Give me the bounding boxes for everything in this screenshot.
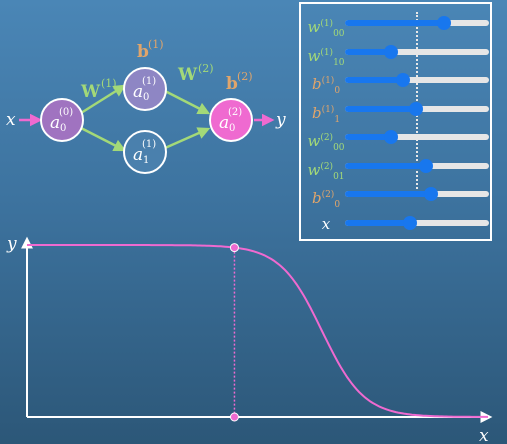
edge-input-to-hidden-1 [80,126,127,152]
slider-label-5: w(2)01 [307,160,345,182]
parameter-slider-panel: w(1)00 w(1)10 b(1)0 b(1)1 w(2)00 w(2)01 b(2)0 x [299,2,492,241]
slider-thumb-3[interactable] [408,101,423,116]
svg-text:W: W [80,82,101,102]
slider-thumb-4[interactable] [384,130,399,144]
svg-text:0: 0 [143,92,149,103]
node-a0-2: a 0 (2) [209,98,253,142]
slider-thumb-5[interactable] [418,158,433,173]
slider-row-7: x [301,210,490,238]
x-axis-marker-point[interactable] [229,412,239,422]
edge-hidden-1-to-output [164,127,211,150]
slider-row-4: w(2)00 [301,124,490,153]
label-b2: b (2) [226,70,253,94]
label-W2: W (2) [177,62,214,85]
slider-track-1[interactable] [345,48,489,55]
svg-text:(1): (1) [142,76,156,87]
slider-track-5[interactable] [345,162,489,169]
edge-input-to-hidden-0 [80,84,127,115]
slider-row-2: b(1)0 [301,67,490,96]
label-W1: W (1) [80,77,117,102]
y-axis-label: y [6,234,17,254]
node-a0-0: a 0 (0) [40,98,84,142]
slider-thumb-0[interactable] [437,16,452,30]
slider-thumb-6[interactable] [424,187,439,201]
output-curve [27,244,488,418]
slider-label-2: b(1)0 [311,75,341,96]
svg-text:(1): (1) [142,139,156,150]
edge-hidden-0-to-output [164,89,211,115]
node-a1-1: a 1 (1) [123,130,167,174]
slider-row-6: b(2)0 [301,181,490,210]
slider-fill-7 [345,219,410,226]
slider-label-6: b(2)0 [311,189,341,210]
svg-text:a: a [219,113,229,133]
slider-fill-3 [345,105,416,112]
slider-fill-2 [345,77,403,83]
slider-track-2[interactable] [345,77,489,83]
output-plot: y x [6,234,493,444]
slider-label-3: b(1)1 [311,103,341,125]
slider-thumb-1[interactable] [384,44,399,59]
x-axis-label: x [479,426,489,444]
svg-text:(1): (1) [101,77,117,90]
slider-label-4: w(2)00 [307,132,345,153]
slider-fill-4 [345,134,392,140]
svg-text:b: b [226,74,238,94]
slider-track-6[interactable] [345,191,489,197]
slider-row-0: w(1)00 [301,10,490,39]
slider-row-1: w(1)10 [301,39,490,68]
output-label: y [275,110,286,130]
curve-marker-point[interactable] [229,243,239,253]
slider-thumb-7[interactable] [402,215,417,230]
svg-text:a: a [133,145,143,165]
slider-thumb-2[interactable] [395,73,410,87]
svg-text:a: a [133,82,143,102]
svg-text:(0): (0) [59,107,73,118]
svg-text:0: 0 [60,123,66,134]
slider-track-0[interactable] [345,20,489,26]
input-label: x [6,110,16,130]
slider-label-7: x [321,214,331,233]
svg-text:b: b [137,42,149,62]
slider-fill-0 [345,20,445,26]
slider-label-0: w(1)00 [307,18,345,39]
slider-label-1: w(1)10 [307,46,345,68]
slider-track-7[interactable] [345,219,489,226]
slider-row-3: b(1)1 [301,96,490,125]
svg-text:(1): (1) [148,38,164,51]
neural-network-diagram: x y a 0 (0) a 0 (1) a 1 (1) a 0 (2) W (1… [6,38,286,174]
slider-row-5: w(2)01 [301,153,490,182]
svg-text:0: 0 [229,123,235,134]
slider-fill-6 [345,191,432,197]
node-a0-1: a 0 (1) [123,67,167,111]
svg-text:(2): (2) [237,70,253,83]
slider-fill-5 [345,162,426,169]
svg-text:(2): (2) [198,62,214,75]
slider-track-4[interactable] [345,134,489,140]
svg-text:1: 1 [143,155,149,166]
slider-fill-1 [345,48,392,55]
svg-text:(2): (2) [228,107,242,118]
svg-text:W: W [177,65,198,85]
label-b1: b (1) [137,38,164,62]
svg-text:a: a [50,113,60,133]
